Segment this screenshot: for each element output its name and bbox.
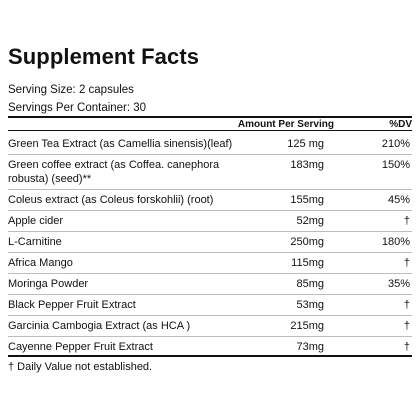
nutrient-dv: 180%: [381, 236, 410, 248]
table-row: Green coffee extract (as Coffea. canepho…: [8, 155, 412, 190]
table-row: Black Pepper Fruit Extract 53mg †: [8, 295, 412, 316]
nutrient-dv: 150%: [381, 159, 410, 171]
table-row: Moringa Powder 85mg 35%: [8, 274, 412, 295]
nutrient-dv: 45%: [387, 194, 410, 206]
header-divider: [8, 116, 412, 118]
nutrient-name: L-Carnitine: [8, 236, 62, 248]
nutrient-dv: †: [403, 320, 410, 332]
nutrient-name: Coleus extract (as Coleus forskohlii) (r…: [8, 194, 214, 206]
nutrient-name: Green coffee extract (as Coffea. canepho…: [8, 159, 220, 185]
daily-value-footnote: † Daily Value not established.: [8, 361, 153, 373]
amount-column-header: Amount Per Serving: [237, 119, 334, 130]
nutrient-dv: 35%: [387, 278, 410, 290]
nutrient-name: Cayenne Pepper Fruit Extract: [8, 341, 153, 353]
nutrient-amount: 73mg: [296, 341, 324, 353]
table-row: Apple cider 52mg †: [8, 211, 412, 232]
nutrient-table: Green Tea Extract (as Camellia sinensis)…: [8, 134, 412, 357]
nutrient-dv: †: [403, 341, 410, 353]
panel-title: Supplement Facts: [8, 44, 200, 69]
nutrient-name: Garcinia Cambogia Extract (as HCA ): [8, 320, 191, 332]
nutrient-dv: †: [403, 215, 410, 227]
table-row: Garcinia Cambogia Extract (as HCA ) 215m…: [8, 316, 412, 337]
dv-column-header: %DV: [389, 119, 412, 130]
servings-per-container: Servings Per Container: 30: [8, 102, 147, 114]
nutrient-amount: 85mg: [296, 278, 324, 290]
table-row: Coleus extract (as Coleus forskohlii) (r…: [8, 190, 412, 211]
nutrient-name: Apple cider: [8, 215, 64, 227]
nutrient-amount: 52mg: [296, 215, 324, 227]
nutrient-amount: 115mg: [291, 257, 324, 269]
nutrient-amount: 125 mg: [287, 138, 324, 150]
nutrient-name: Moringa Powder: [8, 278, 89, 290]
nutrient-amount: 215mg: [290, 320, 324, 332]
table-row: Green Tea Extract (as Camellia sinensis)…: [8, 134, 412, 155]
nutrient-amount: 53mg: [296, 299, 324, 311]
table-row: L-Carnitine 250mg 180%: [8, 232, 412, 253]
nutrient-name: Africa Mango: [8, 257, 73, 269]
table-row: Africa Mango 115mg †: [8, 253, 412, 274]
footer-divider: [8, 355, 412, 357]
nutrient-dv: †: [403, 299, 410, 311]
column-header-divider: [8, 130, 412, 131]
table-row: Cayenne Pepper Fruit Extract 73mg †: [8, 337, 412, 357]
nutrient-amount: 155mg: [290, 194, 324, 206]
nutrient-name: Black Pepper Fruit Extract: [8, 299, 136, 311]
nutrient-name: Green Tea Extract (as Camellia sinensis)…: [8, 138, 233, 150]
nutrient-amount: 250mg: [290, 236, 324, 248]
nutrient-dv: 210%: [381, 138, 410, 150]
serving-size: Serving Size: 2 capsules: [8, 84, 134, 96]
nutrient-dv: †: [403, 257, 410, 269]
nutrient-amount: 183mg: [290, 159, 324, 171]
